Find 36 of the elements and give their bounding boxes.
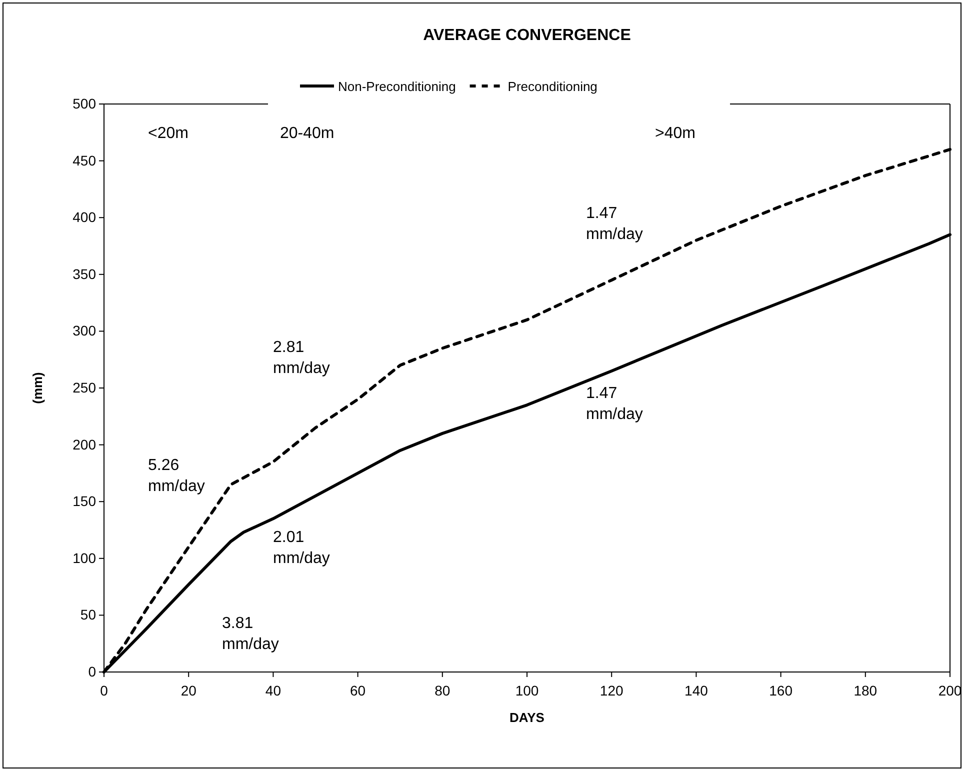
y-tick-label: 200 (72, 436, 96, 452)
y-tick-label: 500 (72, 95, 96, 112)
y-tick-label: 150 (72, 493, 96, 510)
x-tick-label: 60 (350, 682, 366, 698)
x-tick-label: 180 (854, 682, 878, 698)
y-tick-label: 250 (72, 379, 96, 396)
x-tick-label: 40 (265, 682, 282, 698)
y-tick-label: 300 (72, 322, 96, 339)
annotation: 5.26 mm/day (148, 457, 205, 495)
y-tick-label: 100 (72, 550, 96, 566)
x-tick-label: 80 (434, 682, 450, 698)
x-tick-label: 160 (769, 682, 793, 698)
x-tick-label: 20 (180, 682, 197, 698)
x-axis-title: DAYS (510, 710, 545, 725)
x-tick-label: 100 (515, 682, 539, 698)
y-tick-label: 350 (72, 266, 96, 282)
annotation: 2.81 mm/day (273, 339, 330, 377)
legend-label: Preconditioning (508, 79, 598, 94)
y-axis-title: (mm) (30, 372, 45, 404)
legend-label: Non-Preconditioning (338, 79, 456, 94)
x-tick-label: 140 (684, 682, 708, 698)
y-tick-label: 50 (80, 606, 96, 623)
y-tick-label: 400 (72, 209, 96, 226)
annotation: 1.47 mm/day (586, 385, 643, 423)
y-tick-label: 0 (88, 663, 96, 680)
annotation: >40m (655, 125, 696, 142)
x-tick-label: 200 (938, 682, 962, 698)
chart-title: AVERAGE CONVERGENCE (423, 27, 632, 44)
x-tick-label: 120 (600, 682, 624, 698)
x-tick-label: 0 (100, 682, 108, 698)
annotation: <20m (148, 125, 188, 142)
annotation: 1.47 mm/day (586, 205, 643, 243)
annotation: 2.01 mm/day (273, 529, 330, 567)
y-tick-label: 450 (72, 152, 96, 168)
annotation: 3.81 mm/day (222, 615, 279, 653)
annotation: 20-40m (280, 125, 334, 142)
